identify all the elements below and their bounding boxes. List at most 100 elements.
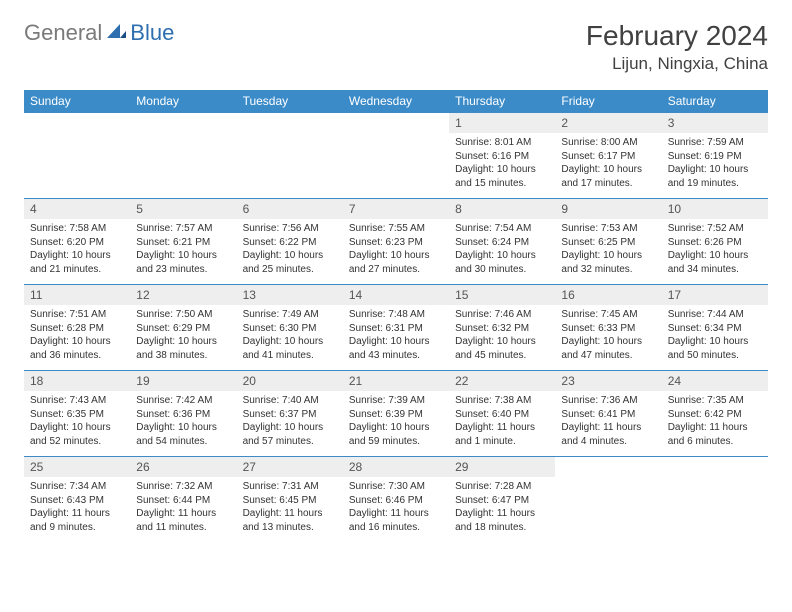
- sunrise-line: Sunrise: 7:38 AM: [455, 394, 549, 408]
- day-body: Sunrise: 7:43 AMSunset: 6:35 PMDaylight:…: [24, 391, 130, 456]
- sunrise-line: Sunrise: 7:49 AM: [243, 308, 337, 322]
- day-cell: [555, 457, 661, 543]
- day-number: 10: [662, 199, 768, 219]
- day-body: Sunrise: 7:28 AMSunset: 6:47 PMDaylight:…: [449, 477, 555, 542]
- day-body: Sunrise: 7:50 AMSunset: 6:29 PMDaylight:…: [130, 305, 236, 370]
- day-body: Sunrise: 7:49 AMSunset: 6:30 PMDaylight:…: [237, 305, 343, 370]
- sunrise-line: Sunrise: 8:01 AM: [455, 136, 549, 150]
- sunset-line: Sunset: 6:35 PM: [30, 408, 124, 422]
- day-cell: 3 Sunrise: 7:59 AMSunset: 6:19 PMDaylight…: [662, 113, 768, 199]
- day-number: 25: [24, 457, 130, 477]
- sunrise-line: Sunrise: 7:35 AM: [668, 394, 762, 408]
- day-cell: 14Sunrise: 7:48 AMSunset: 6:31 PMDayligh…: [343, 285, 449, 371]
- day-body: Sunrise: 7:36 AMSunset: 6:41 PMDaylight:…: [555, 391, 661, 456]
- daylight-line: Daylight: 11 hours and 9 minutes.: [30, 507, 124, 534]
- day-body: Sunrise: 8:00 AMSunset: 6:17 PMDaylight:…: [555, 133, 661, 198]
- day-cell: 28Sunrise: 7:30 AMSunset: 6:46 PMDayligh…: [343, 457, 449, 543]
- day-number: 20: [237, 371, 343, 391]
- day-body: Sunrise: 7:32 AMSunset: 6:44 PMDaylight:…: [130, 477, 236, 542]
- daylight-line: Daylight: 11 hours and 11 minutes.: [136, 507, 230, 534]
- sunset-line: Sunset: 6:43 PM: [30, 494, 124, 508]
- daylight-line: Daylight: 10 hours and 34 minutes.: [668, 249, 762, 276]
- daylight-line: Daylight: 10 hours and 25 minutes.: [243, 249, 337, 276]
- day-number: 11: [24, 285, 130, 305]
- daylight-line: Daylight: 10 hours and 30 minutes.: [455, 249, 549, 276]
- week-row: 4Sunrise: 7:58 AMSunset: 6:20 PMDaylight…: [24, 199, 768, 285]
- day-body: Sunrise: 7:56 AMSunset: 6:22 PMDaylight:…: [237, 219, 343, 284]
- daylight-line: Daylight: 10 hours and 19 minutes.: [668, 163, 762, 190]
- day-cell: 21Sunrise: 7:39 AMSunset: 6:39 PMDayligh…: [343, 371, 449, 457]
- day-number: 24: [662, 371, 768, 391]
- day-body: Sunrise: 7:44 AMSunset: 6:34 PMDaylight:…: [662, 305, 768, 370]
- sunrise-line: Sunrise: 7:44 AM: [668, 308, 762, 322]
- daylight-line: Daylight: 10 hours and 45 minutes.: [455, 335, 549, 362]
- sunrise-line: Sunrise: 7:34 AM: [30, 480, 124, 494]
- sunrise-line: Sunrise: 7:39 AM: [349, 394, 443, 408]
- day-number: 3: [662, 113, 768, 133]
- week-row: 18Sunrise: 7:43 AMSunset: 6:35 PMDayligh…: [24, 371, 768, 457]
- sunset-line: Sunset: 6:34 PM: [668, 322, 762, 336]
- sunrise-line: Sunrise: 7:28 AM: [455, 480, 549, 494]
- day-body: Sunrise: 8:01 AMSunset: 6:16 PMDaylight:…: [449, 133, 555, 198]
- sunrise-line: Sunrise: 7:59 AM: [668, 136, 762, 150]
- day-number: 18: [24, 371, 130, 391]
- daylight-line: Daylight: 10 hours and 38 minutes.: [136, 335, 230, 362]
- sunrise-line: Sunrise: 7:36 AM: [561, 394, 655, 408]
- day-cell: 24Sunrise: 7:35 AMSunset: 6:42 PMDayligh…: [662, 371, 768, 457]
- day-cell: 16Sunrise: 7:45 AMSunset: 6:33 PMDayligh…: [555, 285, 661, 371]
- daylight-line: Daylight: 11 hours and 1 minute.: [455, 421, 549, 448]
- daylight-line: Daylight: 10 hours and 52 minutes.: [30, 421, 124, 448]
- sunrise-line: Sunrise: 7:57 AM: [136, 222, 230, 236]
- page-title: February 2024: [586, 20, 768, 52]
- day-header: Sunday: [24, 90, 130, 113]
- day-cell: 9Sunrise: 7:53 AMSunset: 6:25 PMDaylight…: [555, 199, 661, 285]
- day-body: Sunrise: 7:53 AMSunset: 6:25 PMDaylight:…: [555, 219, 661, 284]
- day-number: 1: [449, 113, 555, 133]
- day-cell: 8Sunrise: 7:54 AMSunset: 6:24 PMDaylight…: [449, 199, 555, 285]
- daylight-line: Daylight: 10 hours and 27 minutes.: [349, 249, 443, 276]
- day-body: Sunrise: 7:39 AMSunset: 6:39 PMDaylight:…: [343, 391, 449, 456]
- day-number: 6: [237, 199, 343, 219]
- daylight-line: Daylight: 10 hours and 21 minutes.: [30, 249, 124, 276]
- daylight-line: Daylight: 10 hours and 57 minutes.: [243, 421, 337, 448]
- sunset-line: Sunset: 6:17 PM: [561, 150, 655, 164]
- sunset-line: Sunset: 6:32 PM: [455, 322, 549, 336]
- daylight-line: Daylight: 11 hours and 18 minutes.: [455, 507, 549, 534]
- sunset-line: Sunset: 6:21 PM: [136, 236, 230, 250]
- sunset-line: Sunset: 6:31 PM: [349, 322, 443, 336]
- day-body: Sunrise: 7:31 AMSunset: 6:45 PMDaylight:…: [237, 477, 343, 542]
- day-header: Friday: [555, 90, 661, 113]
- day-header: Wednesday: [343, 90, 449, 113]
- sunrise-line: Sunrise: 7:43 AM: [30, 394, 124, 408]
- location: Lijun, Ningxia, China: [586, 54, 768, 74]
- week-row: 11Sunrise: 7:51 AMSunset: 6:28 PMDayligh…: [24, 285, 768, 371]
- day-body: Sunrise: 7:40 AMSunset: 6:37 PMDaylight:…: [237, 391, 343, 456]
- sunset-line: Sunset: 6:46 PM: [349, 494, 443, 508]
- day-header: Tuesday: [237, 90, 343, 113]
- sunset-line: Sunset: 6:19 PM: [668, 150, 762, 164]
- sunset-line: Sunset: 6:30 PM: [243, 322, 337, 336]
- sunset-line: Sunset: 6:33 PM: [561, 322, 655, 336]
- daylight-line: Daylight: 11 hours and 4 minutes.: [561, 421, 655, 448]
- daylight-line: Daylight: 10 hours and 59 minutes.: [349, 421, 443, 448]
- daylight-line: Daylight: 10 hours and 17 minutes.: [561, 163, 655, 190]
- day-number: 12: [130, 285, 236, 305]
- sunset-line: Sunset: 6:39 PM: [349, 408, 443, 422]
- sunset-line: Sunset: 6:47 PM: [455, 494, 549, 508]
- day-body: Sunrise: 7:55 AMSunset: 6:23 PMDaylight:…: [343, 219, 449, 284]
- day-body: Sunrise: 7:30 AMSunset: 6:46 PMDaylight:…: [343, 477, 449, 542]
- day-cell: 13Sunrise: 7:49 AMSunset: 6:30 PMDayligh…: [237, 285, 343, 371]
- daylight-line: Daylight: 10 hours and 15 minutes.: [455, 163, 549, 190]
- logo-text-blue: Blue: [130, 20, 174, 46]
- day-number: 16: [555, 285, 661, 305]
- daylight-line: Daylight: 10 hours and 41 minutes.: [243, 335, 337, 362]
- day-number: 8: [449, 199, 555, 219]
- day-cell: 27Sunrise: 7:31 AMSunset: 6:45 PMDayligh…: [237, 457, 343, 543]
- day-cell: 18Sunrise: 7:43 AMSunset: 6:35 PMDayligh…: [24, 371, 130, 457]
- day-cell: [24, 113, 130, 199]
- day-cell: 25 Sunrise: 7:34 AMSunset: 6:43 PMDayligh…: [24, 457, 130, 543]
- sunset-line: Sunset: 6:22 PM: [243, 236, 337, 250]
- sunset-line: Sunset: 6:37 PM: [243, 408, 337, 422]
- day-number: 13: [237, 285, 343, 305]
- sunset-line: Sunset: 6:29 PM: [136, 322, 230, 336]
